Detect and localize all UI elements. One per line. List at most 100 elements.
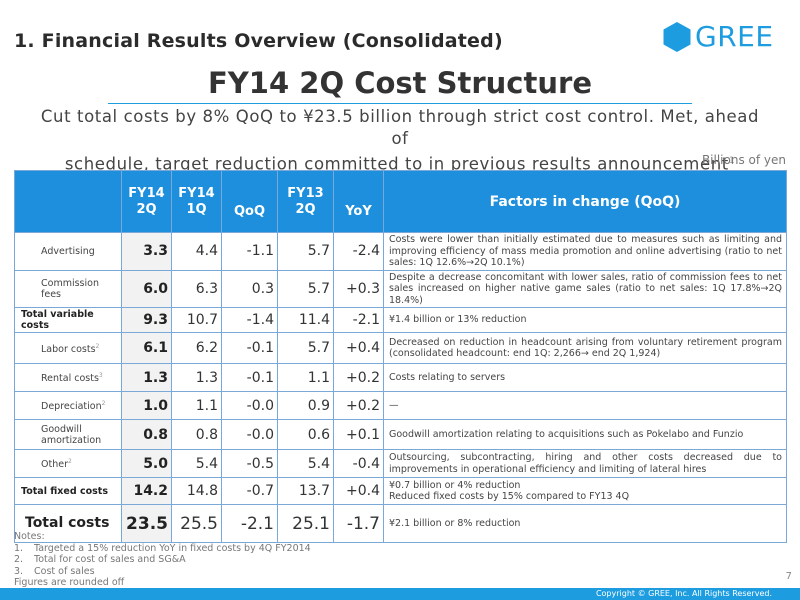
cell-fy14-2q: 1.3 xyxy=(121,363,172,392)
header-fy14-1q: FY14 1Q xyxy=(171,170,222,233)
cell-fy13-2q: 5.4 xyxy=(277,449,334,478)
cell-factor: Goodwill amortization relating to acquis… xyxy=(383,419,787,450)
cell-yoy: -0.4 xyxy=(333,449,384,478)
table-row-total: Total costs 23.5 25.5 -2.1 25.1 -1.7 ¥2.… xyxy=(14,504,787,543)
header-fy14-2q: FY14 2Q xyxy=(121,170,172,233)
cell-fy14-1q: 10.7 xyxy=(171,307,222,333)
subtitle-line-1: Cut total costs by 8% QoQ to ¥23.5 billi… xyxy=(40,107,760,148)
cell-factor: — xyxy=(383,391,787,420)
cell-fy14-2q: 6.0 xyxy=(121,269,172,308)
cell-qoq: -0.0 xyxy=(221,391,278,420)
row-label-depreciation: Depreciation2 xyxy=(14,391,122,420)
cell-yoy: -2.1 xyxy=(333,307,384,333)
factor-line-2: Reduced fixed costs by 15% compared to F… xyxy=(389,491,630,502)
table-row: Goodwill amortization 0.8 0.8 -0.0 0.6 +… xyxy=(14,419,787,450)
table-row: Rental costs3 1.3 1.3 -0.1 1.1 +0.2 Cost… xyxy=(14,363,787,392)
row-label-goodwill-amortization: Goodwill amortization xyxy=(14,419,122,450)
rounding-note: Figures are rounded off xyxy=(14,577,125,589)
cell-qoq: -1.1 xyxy=(221,232,278,271)
cell-fy13-2q: 0.9 xyxy=(277,391,334,420)
cell-fy13-2q: 0.6 xyxy=(277,419,334,450)
table-row: Other2 5.0 5.4 -0.5 5.4 -0.4 Outsourcing… xyxy=(14,449,787,478)
cell-factor: ¥0.7 billion or 4% reduction Reduced fix… xyxy=(383,477,787,505)
header-qoq: QoQ xyxy=(221,170,278,233)
cell-fy13-2q: 11.4 xyxy=(277,307,334,333)
cell-qoq: -0.7 xyxy=(221,477,278,505)
cell-qoq: -0.0 xyxy=(221,419,278,450)
cell-fy14-2q: 3.3 xyxy=(121,232,172,271)
table-row: Labor costs2 6.1 6.2 -0.1 5.7 +0.4 Decre… xyxy=(14,332,787,364)
title-divider xyxy=(108,103,692,104)
gree-logo: GREE xyxy=(662,20,774,53)
cell-yoy: +0.2 xyxy=(333,391,384,420)
page-number: 7 xyxy=(785,571,792,582)
cell-yoy: -2.4 xyxy=(333,232,384,271)
row-label-advertising: Advertising xyxy=(14,232,122,271)
cell-fy14-2q: 9.3 xyxy=(121,307,172,333)
cell-yoy: -1.7 xyxy=(333,504,384,543)
cell-fy14-2q: 14.2 xyxy=(121,477,172,505)
row-label-rental-costs: Rental costs3 xyxy=(14,363,122,392)
table-row: Commission fees 6.0 6.3 0.3 5.7 +0.3 Des… xyxy=(14,269,787,308)
cell-factor: Despite a decrease concomitant with lowe… xyxy=(383,269,787,308)
cell-factor: ¥1.4 billion or 13% reduction xyxy=(383,307,787,333)
table-row: Advertising 3.3 4.4 -1.1 5.7 -2.4 Costs … xyxy=(14,232,787,271)
factor-line-1: ¥0.7 billion or 4% reduction xyxy=(389,479,521,491)
notes: Notes: 1. Targeted a 15% reduction YoY in… xyxy=(14,531,311,589)
cell-fy14-2q: 5.0 xyxy=(121,449,172,478)
cell-fy14-1q: 6.2 xyxy=(171,332,222,364)
cell-fy14-2q: 0.8 xyxy=(121,419,172,450)
hexagon-logo-icon xyxy=(663,21,691,52)
cell-factor: ¥2.1 billion or 8% reduction xyxy=(383,504,787,543)
slide-subtitle: Cut total costs by 8% QoQ to ¥23.5 billi… xyxy=(30,106,770,176)
cell-fy14-1q: 5.4 xyxy=(171,449,222,478)
footer-bar: Copyright © GREE, Inc. All Rights Reserv… xyxy=(0,588,800,600)
cell-qoq: 0.3 xyxy=(221,269,278,308)
table-row: Total variable costs 9.3 10.7 -1.4 11.4 … xyxy=(14,307,787,333)
cell-fy14-1q: 4.4 xyxy=(171,232,222,271)
row-label-other: Other2 xyxy=(14,449,122,478)
cell-qoq: -0.1 xyxy=(221,363,278,392)
cell-fy14-1q: 14.8 xyxy=(171,477,222,505)
cell-fy13-2q: 25.1 xyxy=(277,504,334,543)
cost-structure-table: FY14 2Q FY14 1Q QoQ FY13 2Q YoY Factors … xyxy=(14,170,787,543)
cell-factor: Outsourcing, subcontracting, hiring and … xyxy=(383,449,787,478)
row-label-total-fixed-costs: Total fixed costs xyxy=(14,477,122,505)
cell-qoq: -0.1 xyxy=(221,332,278,364)
cell-qoq: -2.1 xyxy=(221,504,278,543)
cell-fy13-2q: 5.7 xyxy=(277,332,334,364)
row-label-labor-costs: Labor costs2 xyxy=(14,332,122,364)
row-label-commission-fees: Commission fees xyxy=(14,269,122,308)
copyright: Copyright © GREE, Inc. All Rights Reserv… xyxy=(595,589,772,598)
cell-factor: Decreased on reduction in headcount aris… xyxy=(383,332,787,364)
cell-fy13-2q: 5.7 xyxy=(277,269,334,308)
cell-yoy: +0.1 xyxy=(333,419,384,450)
cell-fy14-1q: 0.8 xyxy=(171,419,222,450)
cell-yoy: +0.3 xyxy=(333,269,384,308)
unit-label: Billions of yen xyxy=(701,153,786,167)
table-header-row: FY14 2Q FY14 1Q QoQ FY13 2Q YoY Factors … xyxy=(14,170,787,233)
cell-fy14-2q: 1.0 xyxy=(121,391,172,420)
section-title: 1. Financial Results Overview (Consolida… xyxy=(14,30,503,52)
cell-fy14-2q: 23.5 xyxy=(121,504,172,543)
header-yoy: YoY xyxy=(333,170,384,233)
note-item: 2. Total for cost of sales and SG&A xyxy=(14,554,186,566)
cell-factor: Costs relating to servers xyxy=(383,363,787,392)
cell-fy13-2q: 5.7 xyxy=(277,232,334,271)
subtitle-footnote: 1 xyxy=(728,156,736,166)
cell-fy14-1q: 1.1 xyxy=(171,391,222,420)
cell-yoy: +0.4 xyxy=(333,477,384,505)
cell-qoq: -1.4 xyxy=(221,307,278,333)
note-item: 3. Cost of sales xyxy=(14,565,95,577)
cell-fy13-2q: 13.7 xyxy=(277,477,334,505)
table-row: Total fixed costs 14.2 14.8 -0.7 13.7 +0… xyxy=(14,477,787,505)
slide-title: FY14 2Q Cost Structure xyxy=(208,66,592,100)
header-factors: Factors in change (QoQ) xyxy=(383,170,787,233)
header-blank xyxy=(14,170,122,233)
cell-fy14-1q: 6.3 xyxy=(171,269,222,308)
notes-heading: Notes: xyxy=(14,531,45,542)
cell-qoq: -0.5 xyxy=(221,449,278,478)
cell-fy14-1q: 1.3 xyxy=(171,363,222,392)
row-label-total-variable-costs: Total variable costs xyxy=(14,307,122,333)
cell-fy13-2q: 1.1 xyxy=(277,363,334,392)
